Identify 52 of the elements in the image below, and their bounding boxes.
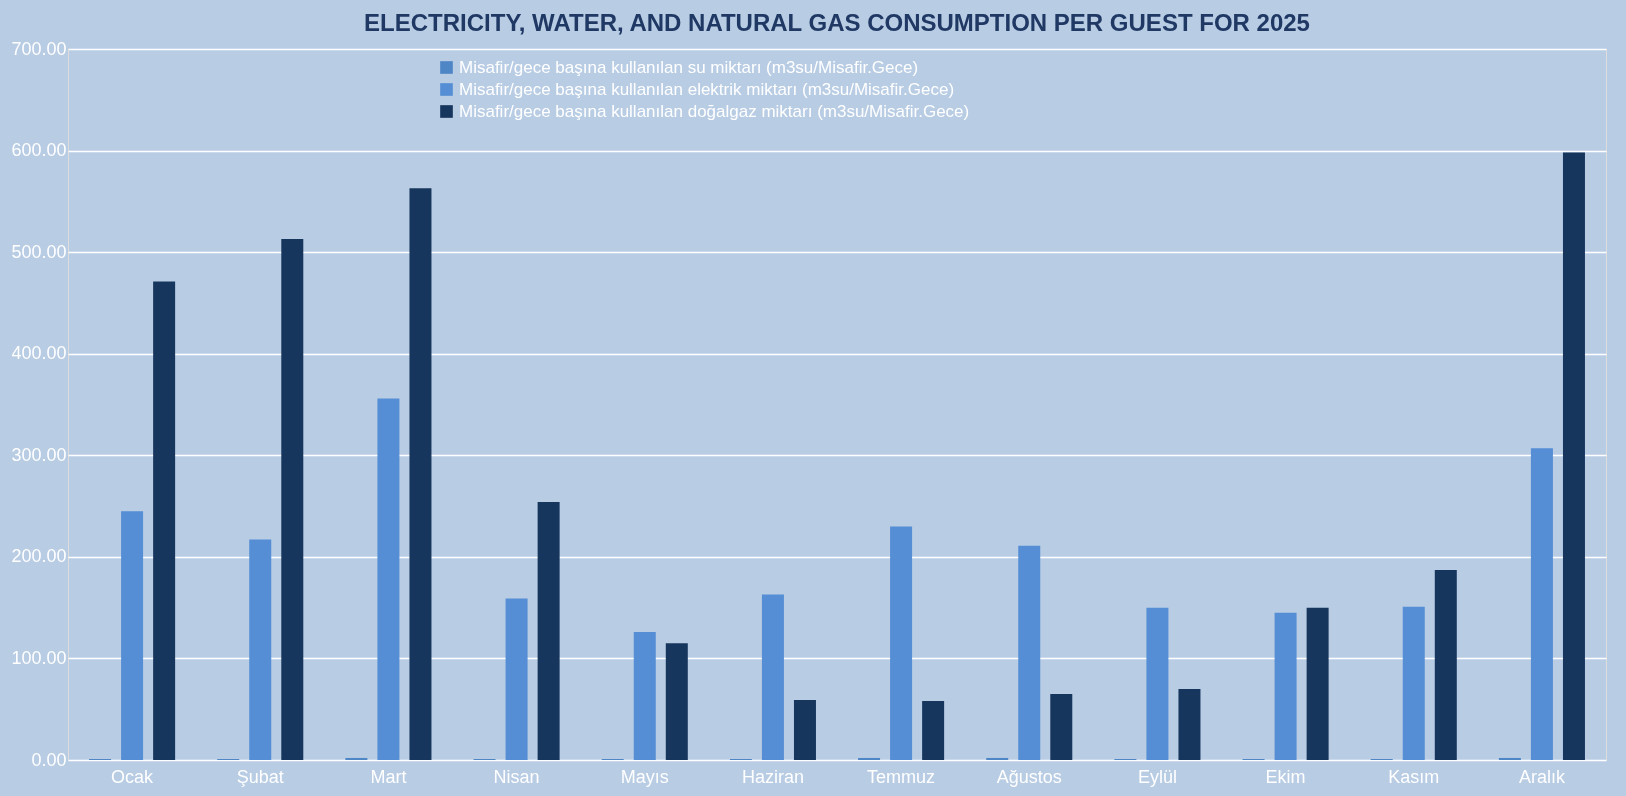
bar [665, 643, 688, 760]
x-tick-label: Ekim [1265, 766, 1306, 787]
bar [249, 539, 272, 760]
bar [1178, 688, 1201, 760]
bar [890, 526, 913, 760]
bar [1434, 570, 1457, 760]
bar [922, 701, 945, 760]
chart-title: ELECTRICITY, WATER, AND NATURAL GAS CONSUMPTION PER GUEST FOR 2025 [364, 9, 1310, 36]
bar [1306, 607, 1329, 760]
legend-label: Misafir/gece başına kullanılan su miktarı (m3su/Misafir.Gece) [459, 57, 919, 77]
x-tick-label: Temmuz [867, 766, 936, 787]
bar [409, 188, 432, 760]
bar [1402, 606, 1425, 760]
bar [793, 700, 816, 760]
x-tick-label: Aralık [1518, 766, 1566, 787]
bar [345, 757, 368, 760]
bar [1050, 693, 1073, 760]
bar [1498, 757, 1521, 760]
bar [1146, 607, 1169, 760]
x-tick-label: Mayıs [620, 766, 669, 787]
x-tick-label: Mart [370, 766, 407, 787]
y-tick-label: 400.00 [11, 343, 67, 364]
y-tick-label: 200.00 [11, 546, 67, 567]
bar [1274, 612, 1297, 760]
y-tick-label: 500.00 [11, 241, 67, 262]
bar [153, 281, 176, 760]
y-tick-label: 600.00 [11, 140, 67, 161]
bar [986, 757, 1009, 760]
x-tick-label: Nisan [493, 766, 540, 787]
bar [281, 238, 304, 760]
bar [1530, 448, 1553, 760]
y-tick-label: 300.00 [11, 444, 67, 465]
bar [633, 632, 656, 760]
legend-label: Misafir/gece başına kullanılan doğalgaz miktarı (m3su/Misafir.Gece) [459, 101, 970, 121]
y-tick-label: 0.00 [31, 749, 67, 770]
bar [505, 598, 528, 760]
bar [537, 502, 560, 760]
bar [377, 398, 400, 760]
x-tick-label: Eylül [1137, 766, 1177, 787]
bar [858, 757, 881, 760]
bar [121, 511, 144, 760]
x-tick-label: Kasım [1388, 766, 1440, 787]
bar [1018, 545, 1041, 760]
y-tick-label: 700.00 [11, 38, 67, 59]
bar [761, 594, 784, 760]
legend-label: Misafir/gece başına kullanılan elektrik miktarı (m3su/Misafir.Gece) [459, 79, 955, 99]
bar [1562, 152, 1585, 760]
x-tick-label: Şubat [236, 766, 284, 787]
x-tick-label: Haziran [741, 766, 804, 787]
x-tick-label: Ağustos [996, 766, 1062, 787]
x-tick-label: Ocak [111, 766, 155, 787]
y-tick-label: 100.00 [11, 647, 67, 668]
